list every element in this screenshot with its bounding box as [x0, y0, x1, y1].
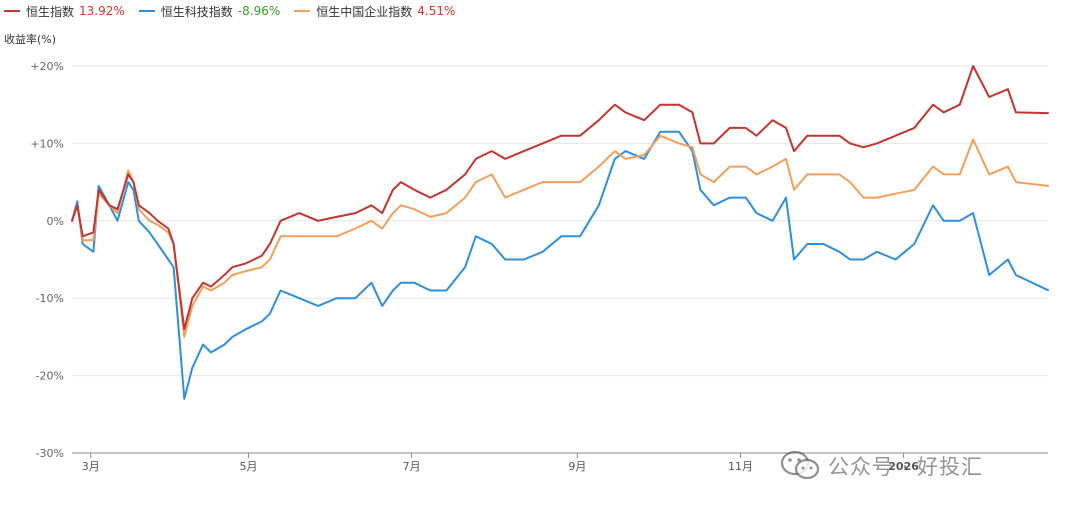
chart-legend: 恒生指数 13.92% 恒生科技指数 -8.96% 恒生中国企业指数 4.51%: [4, 2, 469, 20]
series-line: [71, 130, 1049, 400]
legend-item[interactable]: 恒生指数 13.92%: [4, 3, 125, 20]
legend-series-name: 恒生科技指数: [160, 4, 233, 19]
x-tick-label: 5月: [239, 460, 257, 473]
x-tick-label: 7月: [403, 460, 421, 473]
series-line: [71, 65, 1049, 331]
legend-item[interactable]: 恒生科技指数 -8.96%: [138, 3, 281, 20]
y-tick-label: -30%: [36, 447, 64, 460]
legend-series-name: 恒生中国企业指数: [316, 4, 413, 19]
y-tick-label: +10%: [30, 137, 64, 150]
y-tick-label: -10%: [36, 292, 64, 305]
x-tick-label: 11月: [728, 460, 753, 473]
y-tick-label: -20%: [36, 370, 64, 383]
y-axis-unit-label: 收益率(%): [4, 33, 57, 46]
x-tick-label: 3月: [82, 460, 100, 473]
wechat-icon: [780, 450, 820, 480]
watermark-text: 公众号 · 好投汇: [828, 455, 984, 479]
y-tick-label: 0%: [47, 215, 64, 228]
legend-series-name: 恒生指数: [26, 4, 75, 19]
x-tick-label: 9月: [568, 460, 586, 473]
legend-swatch: [4, 10, 20, 12]
watermark: 公众号 · 好投汇: [780, 448, 983, 484]
y-tick-label: +20%: [30, 60, 64, 73]
legend-item[interactable]: 恒生中国企业指数 4.51%: [294, 3, 455, 20]
series-line: [71, 134, 1049, 338]
legend-swatch: [138, 10, 155, 12]
legend-series-return: -8.96%: [237, 4, 281, 18]
x-tick-label: 2026: [888, 460, 919, 473]
legend-series-return: 4.51%: [417, 4, 456, 18]
legend-swatch: [294, 10, 311, 12]
legend-series-return: 13.92%: [79, 4, 125, 18]
